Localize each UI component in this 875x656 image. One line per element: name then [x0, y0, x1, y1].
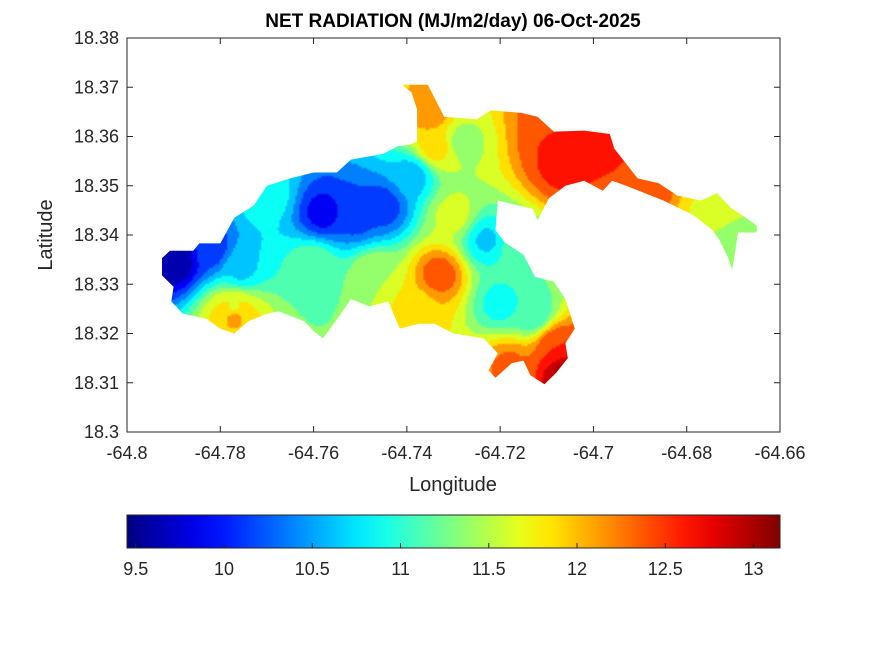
- y-tick-label: 18.37: [74, 77, 119, 97]
- colorbar-tick-label: 10.5: [295, 559, 330, 579]
- y-tick-label: 18.31: [74, 373, 119, 393]
- y-tick-label: 18.35: [74, 176, 119, 196]
- x-tick-label: -64.76: [288, 443, 339, 463]
- colorbar-tick-label: 9.5: [123, 559, 148, 579]
- y-tick-label: 18.36: [74, 127, 119, 147]
- x-tick-label: -64.66: [754, 443, 805, 463]
- y-axis: 18.3 18.31 18.32 18.33 18.34 18.35 18.36 18.37 1…: [74, 28, 780, 442]
- colorbar-tick-label: 10: [214, 559, 234, 579]
- y-tick-label: 18.3: [84, 422, 119, 442]
- colorbar-tick-label: 13: [744, 559, 764, 579]
- colorbar-tick-label: 11: [391, 559, 410, 579]
- colorbar-tick-label: 11.5: [472, 559, 506, 579]
- y-tick-label: 18.38: [74, 28, 119, 48]
- x-axis: -64.8 -64.78 -64.76 -64.74 -64.72 -64.7 -64.68…: [106, 38, 806, 463]
- y-tick-label: 18.34: [74, 225, 119, 245]
- colorbar-ticks: 9.5 10 10.5 11 11.5 12 12.5 13: [123, 543, 764, 579]
- x-tick-label: -64.74: [381, 443, 432, 463]
- colorbar-gradient: [126, 514, 781, 549]
- colorbar-tick-label: 12.5: [648, 559, 683, 579]
- chart-title: NET RADIATION (MJ/m2/day) 06-Oct-2025: [265, 11, 641, 32]
- colorbar: 9.5 10 10.5 11 11.5 12 12.5 13: [123, 514, 781, 579]
- y-tick-label: 18.33: [74, 274, 119, 294]
- x-axis-label: Longitude: [409, 474, 497, 496]
- x-tick-label: -64.68: [661, 443, 712, 463]
- x-tick-label: -64.78: [195, 443, 246, 463]
- x-tick-label: -64.8: [106, 443, 147, 463]
- x-tick-label: -64.7: [573, 443, 614, 463]
- plot-area: -64.8 -64.78 -64.76 -64.74 -64.72 -64.7 -64.68…: [74, 28, 806, 463]
- y-axis-label: Latitude: [35, 199, 57, 270]
- x-tick-label: -64.72: [475, 443, 526, 463]
- colorbar-tick-label: 12: [567, 559, 587, 579]
- y-tick-label: 18.32: [74, 324, 119, 344]
